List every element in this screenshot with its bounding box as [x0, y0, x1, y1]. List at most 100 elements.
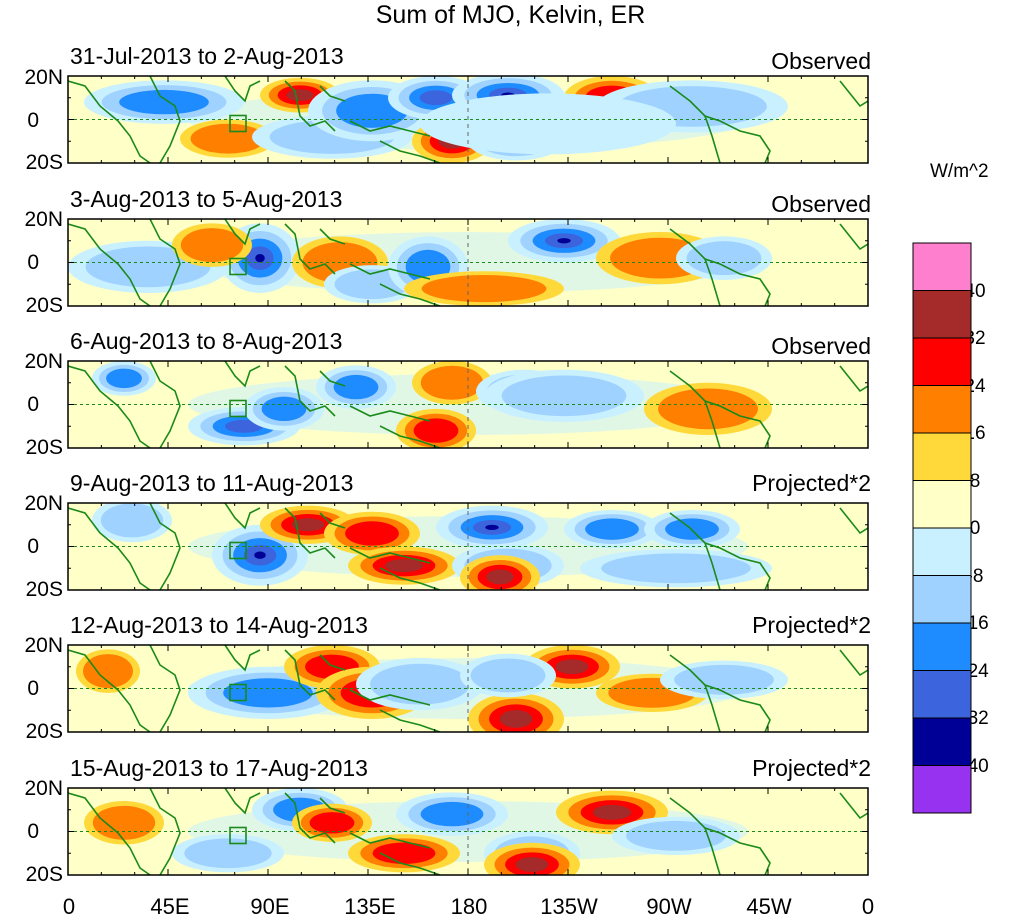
anomaly-contours — [92, 503, 772, 590]
anomaly-blob — [286, 89, 314, 102]
coastline — [839, 792, 868, 820]
colorbar-swatch — [912, 575, 972, 624]
lat-label-eq: 0 — [27, 535, 39, 558]
coastline — [669, 512, 771, 590]
anomaly-blob — [515, 857, 549, 872]
coastline — [149, 503, 181, 590]
anomaly-blob — [486, 569, 514, 585]
lat-label-20n: 20N — [24, 350, 63, 373]
lat-label-20s: 20S — [25, 578, 63, 601]
lon-label-180: 180 — [450, 894, 488, 919]
lat-label-eq: 0 — [27, 393, 39, 416]
panel-2-type: Observed — [771, 191, 871, 217]
coastline — [319, 512, 346, 529]
coastline — [224, 361, 261, 388]
axis-ticks — [67, 644, 869, 733]
lat-label-20s: 20S — [25, 720, 63, 743]
coastline — [704, 542, 721, 590]
anomaly-blob — [345, 521, 399, 546]
coastline — [149, 788, 181, 875]
coastline — [284, 649, 336, 701]
anomaly-blob — [485, 524, 499, 530]
panel-1-type: Observed — [771, 48, 871, 74]
coastlines — [68, 503, 868, 590]
coastline — [349, 547, 431, 564]
coastline — [379, 425, 441, 448]
lat-label-20s: 20S — [25, 294, 63, 317]
anomaly-blob — [470, 658, 546, 693]
coastline — [379, 567, 441, 590]
axis-ticks — [67, 360, 869, 449]
coastline — [68, 223, 151, 306]
lon-label-90w: 90W — [646, 894, 692, 919]
coastline — [68, 365, 151, 448]
coastline — [349, 405, 431, 422]
colorbar-swatch — [912, 765, 972, 814]
coastline — [68, 792, 151, 875]
axis-ticks — [67, 75, 869, 164]
anomaly-blob — [419, 90, 453, 106]
lat-label-20n: 20N — [24, 634, 63, 657]
anomaly-blob — [370, 663, 470, 705]
anomaly-blob — [83, 654, 133, 689]
anomaly-blob — [119, 89, 209, 115]
anomaly-blob — [291, 518, 325, 532]
lon-label-0: 0 — [62, 894, 76, 919]
panel-1-date: 31-Jul-2013 to 2-Aug-2013 — [70, 43, 344, 69]
coastline — [704, 400, 721, 448]
panel-2-date: 3-Aug-2013 to 5-Aug-2013 — [70, 186, 343, 212]
coastline — [704, 827, 721, 875]
coastline — [839, 649, 868, 677]
coastline — [68, 507, 151, 590]
coastline — [319, 797, 346, 814]
target-box — [229, 826, 247, 845]
axis-ticks — [67, 787, 869, 876]
panel-6-date: 15-Aug-2013 to 17-Aug-2013 — [70, 755, 368, 781]
coastline — [224, 503, 261, 530]
anomaly-blob — [100, 503, 164, 538]
coastlines — [68, 361, 868, 448]
coastline — [149, 361, 181, 448]
lon-label-45w: 45W — [746, 894, 792, 919]
axis-ticks — [67, 502, 869, 591]
anomaly-blob — [92, 805, 156, 840]
panel-4-date: 9-Aug-2013 to 11-Aug-2013 — [70, 470, 354, 496]
coastline — [379, 709, 441, 732]
coastlines — [68, 645, 868, 732]
anomaly-blob — [106, 368, 142, 389]
lon-label-135e: 135E — [344, 894, 396, 919]
anomaly-blob — [224, 419, 264, 433]
colorbar-swatch — [912, 242, 972, 291]
anomaly-blob — [555, 659, 589, 675]
anomaly-blob — [413, 418, 459, 443]
coastlines — [68, 219, 868, 306]
coastline — [669, 370, 771, 448]
coastline — [149, 219, 181, 306]
coastlines — [68, 76, 868, 163]
lat-label-20n: 20N — [24, 777, 63, 800]
coastline — [149, 76, 181, 163]
map-panel-6 — [67, 787, 869, 876]
coastline — [669, 797, 771, 875]
coastline — [284, 365, 336, 417]
map-panel-3 — [67, 360, 869, 449]
coastline — [839, 80, 868, 108]
anomaly-blob — [686, 241, 762, 276]
target-box — [229, 541, 247, 560]
colorbar-swatch — [912, 527, 972, 576]
anomaly-blob — [372, 842, 436, 864]
anomaly-blob — [180, 228, 244, 263]
coastline — [319, 85, 346, 102]
colorbar-swatch — [912, 337, 972, 386]
coastline — [224, 645, 261, 672]
coastline — [224, 219, 261, 246]
coastline — [284, 792, 336, 844]
coastline — [669, 654, 771, 732]
target-box — [229, 683, 247, 702]
lon-label-135w: 135W — [540, 894, 598, 919]
lat-label-20n: 20N — [24, 208, 63, 231]
anomaly-blob — [420, 801, 484, 827]
coastline — [319, 370, 346, 387]
lat-label-eq: 0 — [27, 251, 39, 274]
